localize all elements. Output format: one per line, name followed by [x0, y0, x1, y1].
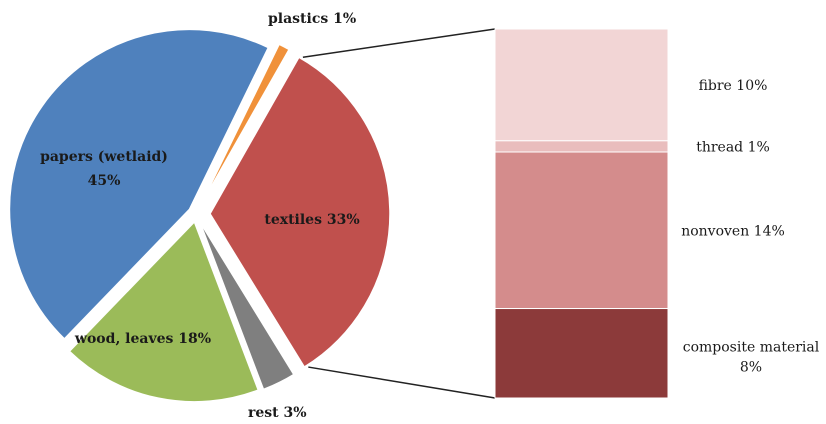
- bar-label-nonvoven-14: nonvoven 14%: [681, 223, 785, 239]
- bar-label-thread-1: thread 1%: [696, 139, 770, 155]
- pie-slice-textiles-33: [209, 56, 391, 369]
- bar-segment-thread-1: [494, 140, 669, 153]
- bar-label-value-composite-material: 8%: [740, 359, 762, 375]
- pie-slice-papers-wetlaid: [8, 28, 270, 340]
- pie-slice-wood-leaves-18: [68, 220, 260, 403]
- pie-group: [8, 28, 391, 403]
- bar-segment-nonvoven-14: [494, 151, 669, 310]
- connector-line-top: [302, 28, 496, 58]
- bar-label-fibre-10: fibre 10%: [699, 78, 768, 94]
- pie-slice-rest-3: [198, 220, 295, 391]
- connector-group: [302, 28, 496, 399]
- bar-segment-composite-material: [494, 308, 669, 399]
- pie-label-papers-wetlaid: papers (wetlaid): [40, 149, 168, 165]
- stacked-bar-group: [494, 28, 669, 399]
- pie-label-rest-3: rest 3%: [248, 405, 307, 421]
- pie-label-textiles-33: textiles 33%: [264, 212, 359, 228]
- bar-segment-fibre-10: [494, 28, 669, 142]
- pie-label-value-papers-wetlaid: 45%: [88, 173, 121, 189]
- connector-line-bottom: [308, 366, 496, 399]
- pie-label-wood-leaves-18: wood, leaves 18%: [74, 331, 211, 347]
- label-group: fibre 10% thread 1% nonvoven 14% composite …: [40, 11, 820, 421]
- pie-slice-plastics-1: [199, 43, 291, 207]
- pie-label-plastics-1: plastics 1%: [268, 11, 356, 27]
- bar-label-composite-material: composite material: [683, 339, 820, 355]
